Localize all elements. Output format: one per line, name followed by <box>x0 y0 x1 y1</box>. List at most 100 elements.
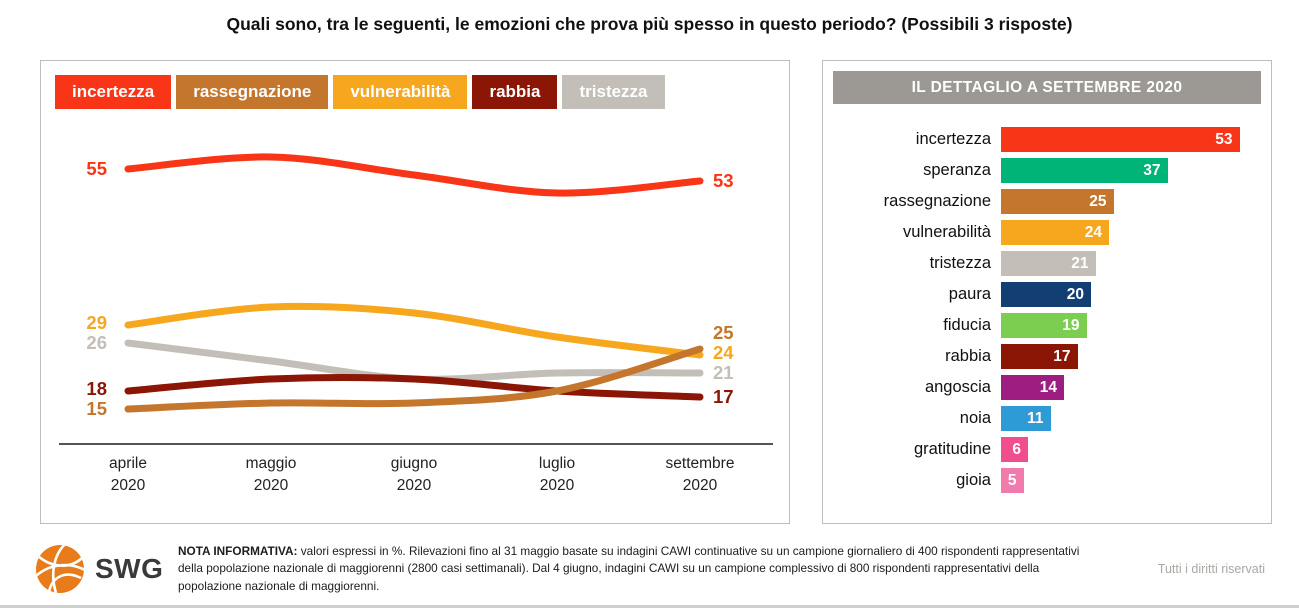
bar-row-gioia: gioia 5 <box>823 465 1271 496</box>
bar-row-vulnerabilità: vulnerabilità 24 <box>823 217 1271 248</box>
bar: 24 <box>1001 220 1109 245</box>
bar: 6 <box>1001 437 1028 462</box>
bar-track: 24 <box>1001 220 1271 245</box>
bar-label: vulnerabilità <box>902 223 991 241</box>
legend-item-incertezza: incertezza <box>55 75 172 109</box>
bar-value: 14 <box>1039 378 1057 396</box>
bar-track: 6 <box>1001 437 1271 462</box>
nota-informativa: NOTA INFORMATIVA: valori espressi in %. … <box>178 543 1103 595</box>
swg-logo: SWG <box>34 543 168 595</box>
value-label-end-rabbia: 17 <box>713 386 734 407</box>
bar-value: 24 <box>1084 223 1102 241</box>
bar-track: 5 <box>1001 468 1271 493</box>
value-label-start-vulnerabilità: 29 <box>86 312 107 333</box>
bar: 5 <box>1001 468 1024 493</box>
bar: 21 <box>1001 251 1096 276</box>
bar-value: 11 <box>1027 409 1044 427</box>
nota-informativa-text: valori espressi in %. Rilevazioni fino a… <box>178 543 1080 593</box>
bar-value: 20 <box>1066 285 1084 303</box>
x-axis-year: 2020 <box>396 476 432 494</box>
bar-value: 21 <box>1071 254 1089 272</box>
bar-track: 19 <box>1001 313 1271 338</box>
swg-logo-text: SWG <box>95 553 164 584</box>
bar-row-gratitudine: gratitudine 6 <box>823 434 1271 465</box>
legend-item-tristezza: tristezza <box>562 75 665 109</box>
bar: 20 <box>1001 282 1091 307</box>
bar-row-incertezza: incertezza 53 <box>823 124 1271 155</box>
legend: incertezza rassegnazione vulnerabilità rabb… <box>55 75 665 109</box>
bar-label: noia <box>959 409 991 427</box>
x-axis-year: 2020 <box>539 476 575 494</box>
bar: 19 <box>1001 313 1087 338</box>
x-axis-label-maggio: maggio 2020 <box>246 453 297 496</box>
x-axis-month: maggio <box>245 455 297 472</box>
x-axis-month: aprile <box>109 455 147 472</box>
bar-track: 20 <box>1001 282 1271 307</box>
bar-value: 37 <box>1143 161 1161 179</box>
swg-globe-icon <box>36 545 84 593</box>
bar-label: paura <box>948 285 991 303</box>
x-axis-month: settembre <box>665 455 735 472</box>
bar-label: gioia <box>956 471 991 489</box>
bar-label: tristezza <box>929 254 991 272</box>
legend-item-rabbia: rabbia <box>472 75 558 109</box>
bar-value: 19 <box>1062 316 1080 334</box>
bar-label: angoscia <box>924 378 991 396</box>
bar-row-tristezza: tristezza 21 <box>823 248 1271 279</box>
bar-label: rabbia <box>945 347 991 365</box>
nota-informativa-label: NOTA INFORMATIVA: <box>178 543 298 558</box>
bar-value: 6 <box>1012 440 1021 458</box>
x-axis-month: luglio <box>538 455 576 472</box>
page-title: Quali sono, tra le seguenti, le emozioni… <box>226 14 1073 34</box>
bar: 53 <box>1001 127 1240 152</box>
x-axis-year: 2020 <box>253 476 289 494</box>
x-axis-label-luglio: luglio 2020 <box>539 453 575 496</box>
bar-track: 25 <box>1001 189 1271 214</box>
rights-text: Tutti i diritti riservati <box>1157 562 1265 576</box>
bar: 17 <box>1001 344 1078 369</box>
legend-item-vulnerabilità: vulnerabilità <box>333 75 468 109</box>
value-label-start-tristezza: 26 <box>86 332 107 353</box>
bar-value: 25 <box>1089 192 1107 210</box>
x-axis-label-giugno: giugno 2020 <box>391 453 438 496</box>
bar-label: rassegnazione <box>883 192 991 210</box>
bar-track: 37 <box>1001 158 1271 183</box>
x-axis-label-aprile: aprile 2020 <box>109 453 147 496</box>
bar: 11 <box>1001 406 1051 431</box>
bar-row-angoscia: angoscia 14 <box>823 372 1271 403</box>
bar-label: fiducia <box>943 316 991 334</box>
bar-row-paura: paura 20 <box>823 279 1271 310</box>
bar-value: 5 <box>1007 471 1017 489</box>
bar: 37 <box>1001 158 1168 183</box>
value-label-end-tristezza: 21 <box>713 362 734 383</box>
line-chart-panel: incertezza rassegnazione vulnerabilità rabb… <box>40 60 790 524</box>
bar-label: speranza <box>923 161 991 179</box>
line-rassegnazione <box>124 345 704 413</box>
value-label-start-rassegnazione: 15 <box>86 398 107 419</box>
value-label-end-vulnerabilità: 24 <box>713 342 734 363</box>
value-label-start-rabbia: 18 <box>86 378 107 399</box>
bar-row-fiducia: fiducia 19 <box>823 310 1271 341</box>
bar-value: 53 <box>1215 130 1233 148</box>
bar: 25 <box>1001 189 1114 214</box>
bar-track: 14 <box>1001 375 1271 400</box>
legend-item-rassegnazione: rassegnazione <box>176 75 329 109</box>
value-label-end-rassegnazione: 25 <box>713 322 734 343</box>
bar-row-rabbia: rabbia 17 <box>823 341 1271 372</box>
bar-track: 53 <box>1001 127 1271 152</box>
bar-value: 17 <box>1053 347 1071 365</box>
bar-track: 21 <box>1001 251 1271 276</box>
line-vulnerabilità <box>124 302 704 359</box>
bar-label: incertezza <box>915 130 991 148</box>
x-axis-year: 2020 <box>110 476 146 494</box>
bar-list: incertezza 53 speranza 37 rassegnazione 25 vul… <box>823 124 1271 496</box>
bar-track: 17 <box>1001 344 1271 369</box>
value-label-start-incertezza: 55 <box>86 158 107 179</box>
bar: 14 <box>1001 375 1064 400</box>
bar-row-speranza: speranza 37 <box>823 155 1271 186</box>
bar-panel-header: IL DETTAGLIO A SETTEMBRE 2020 <box>833 71 1261 104</box>
value-label-end-incertezza: 53 <box>713 170 734 191</box>
line-chart <box>59 153 773 445</box>
x-axis-month: giugno <box>390 455 438 472</box>
